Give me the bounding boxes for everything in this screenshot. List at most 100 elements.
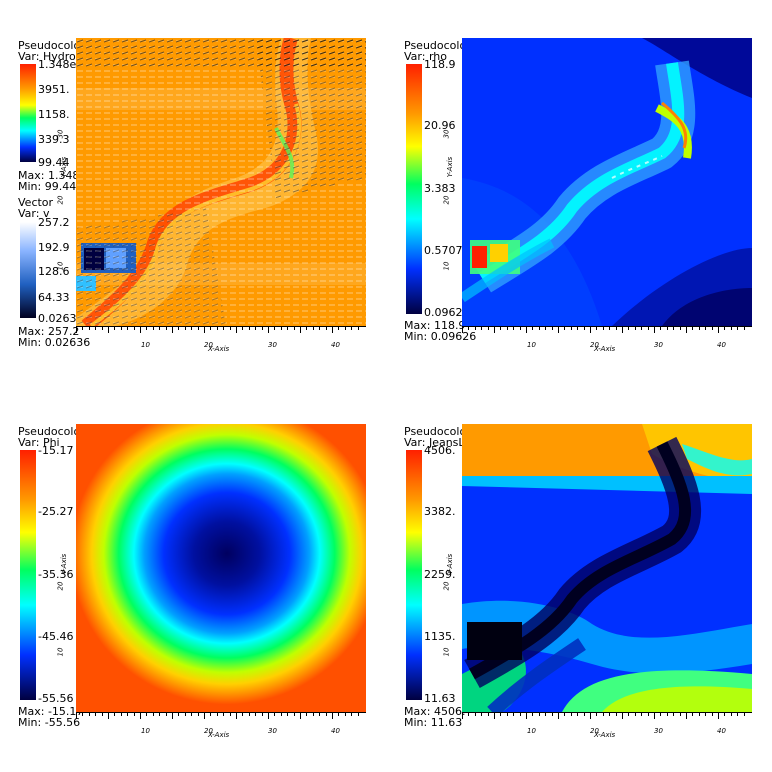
x-tick-mark [577, 326, 579, 330]
x-tick-mark [255, 326, 257, 330]
x-tick-mark [261, 326, 263, 330]
x-tick-mark [462, 326, 463, 333]
colorbar-label: 2259. [424, 568, 456, 581]
x-tick-mark [261, 712, 263, 716]
pseudocolor-plot-jeans-length [462, 424, 752, 712]
x-tick-mark [743, 712, 745, 716]
colorbar-label: -35.36 [38, 568, 74, 581]
x-tick-mark [338, 326, 340, 330]
x-tick-mark [583, 326, 585, 330]
x-tick-mark [558, 712, 559, 719]
vector-colorbar-label: 192.9 [38, 241, 70, 254]
x-tick-mark [197, 326, 199, 330]
x-tick-label: 10 [527, 727, 536, 735]
min-value: Min: 11.63 [404, 716, 463, 729]
x-tick-mark [718, 712, 719, 719]
x-tick-label: 20 [590, 341, 599, 349]
x-tick-mark [532, 712, 534, 716]
colorbar-label: 339.3 [38, 133, 70, 146]
x-tick-mark [737, 712, 739, 716]
x-tick-label: 10 [141, 727, 150, 735]
vector-colorbar-label: 0.02636 [38, 312, 84, 325]
x-tick-mark [357, 326, 359, 330]
y-axis-label: Y-Axis [60, 553, 69, 575]
max-value: Max: 4506. [404, 705, 466, 718]
x-axis [462, 712, 752, 713]
x-tick-mark [146, 326, 148, 330]
x-tick-mark [647, 326, 649, 330]
x-tick-mark [165, 712, 167, 716]
x-tick-mark [95, 712, 97, 716]
x-tick-mark [152, 326, 154, 330]
x-tick-mark [692, 712, 694, 716]
x-tick-mark [602, 712, 604, 716]
colorbar-label: 3.383 [424, 182, 456, 195]
x-tick-label: 40 [331, 727, 340, 735]
colorbar-label: 0.5707 [424, 244, 463, 257]
y-tick-label: 30 [56, 129, 65, 139]
vector-colorbar-label: 64.33 [38, 291, 70, 304]
x-tick-mark [82, 712, 84, 716]
x-tick-label: 30 [268, 727, 277, 735]
x-tick-mark [577, 712, 579, 716]
x-tick-mark [293, 326, 295, 330]
x-tick-mark [108, 326, 109, 333]
x-tick-mark [242, 326, 244, 330]
x-tick-mark [698, 712, 700, 716]
vector-colorbar-label: 257.2 [38, 216, 70, 229]
x-tick-label: 30 [654, 341, 663, 349]
x-tick-mark [526, 712, 527, 719]
x-tick-mark [248, 326, 250, 330]
colorbar [406, 450, 422, 700]
x-tick-mark [344, 326, 346, 330]
x-tick-mark [325, 712, 327, 716]
legend-var: Var: rho [404, 50, 447, 63]
x-tick-mark [300, 712, 301, 719]
min-value: Min: -55.56 [18, 716, 81, 729]
x-tick-mark [300, 326, 301, 333]
x-tick-mark [127, 712, 129, 716]
x-tick-label: 30 [654, 727, 663, 735]
x-tick-mark [660, 712, 662, 716]
x-tick-label: 40 [717, 727, 726, 735]
x-tick-mark [679, 326, 681, 330]
x-tick-mark [698, 326, 700, 330]
colorbar-min-label: 11.63 [424, 692, 456, 705]
x-tick-mark [229, 326, 231, 330]
x-tick-mark [506, 712, 508, 716]
x-tick-mark [609, 712, 611, 716]
colorbar-label: -25.27 [38, 505, 74, 518]
colorbar-label: 1158. [38, 108, 70, 121]
x-tick-mark [718, 326, 719, 333]
x-tick-mark [596, 712, 598, 716]
x-tick-mark [76, 326, 77, 333]
x-tick-mark [487, 326, 489, 330]
vector-colorbar [20, 222, 36, 318]
x-tick-mark [686, 712, 687, 719]
y-tick-label: 10 [442, 261, 451, 271]
x-tick-mark [558, 326, 559, 333]
x-tick-mark [268, 326, 269, 333]
x-tick-mark [474, 326, 476, 330]
x-tick-mark [172, 712, 173, 719]
x-tick-mark [654, 712, 655, 719]
x-tick-mark [178, 712, 180, 716]
x-tick-mark [191, 326, 193, 330]
x-tick-mark [647, 712, 649, 716]
x-tick-label: 40 [717, 341, 726, 349]
x-tick-mark [545, 326, 547, 330]
colorbar [20, 450, 36, 700]
x-tick-mark [634, 712, 636, 716]
x-tick-label: 30 [268, 341, 277, 349]
x-tick-mark [274, 712, 276, 716]
x-tick-mark [82, 326, 84, 330]
x-tick-mark [332, 326, 333, 333]
x-tick-mark [730, 712, 732, 716]
x-tick-mark [666, 712, 668, 716]
x-tick-mark [88, 326, 90, 330]
x-tick-mark [236, 712, 237, 719]
x-tick-mark [120, 326, 122, 330]
x-tick-mark [686, 326, 687, 333]
y-tick-label: 10 [56, 261, 65, 271]
x-tick-mark [197, 712, 199, 716]
